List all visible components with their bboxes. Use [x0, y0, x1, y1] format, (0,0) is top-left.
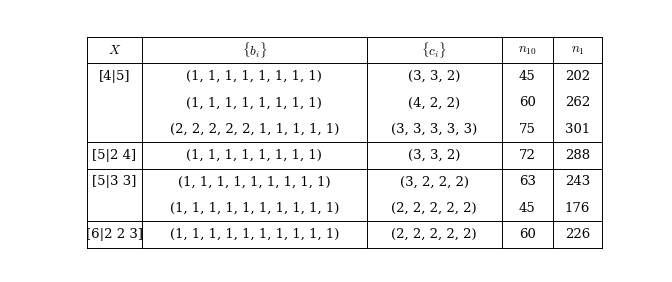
Text: 243: 243: [565, 175, 590, 188]
Text: 226: 226: [565, 228, 590, 241]
Text: $n_{10}$: $n_{10}$: [518, 44, 536, 57]
Text: 60: 60: [519, 228, 536, 241]
Text: (3, 2, 2, 2): (3, 2, 2, 2): [400, 175, 468, 188]
Text: [4|5]: [4|5]: [99, 70, 130, 83]
Text: (3, 3, 2): (3, 3, 2): [408, 70, 460, 83]
Text: 72: 72: [519, 149, 536, 162]
Text: $\{c_i\}$: $\{c_i\}$: [421, 40, 447, 60]
Text: (2, 2, 2, 2, 2): (2, 2, 2, 2, 2): [391, 228, 477, 241]
Text: 45: 45: [519, 70, 536, 83]
Text: [5|3 3]: [5|3 3]: [92, 175, 136, 188]
Text: 63: 63: [519, 175, 536, 188]
Text: $\{b_i\}$: $\{b_i\}$: [242, 40, 267, 60]
Text: 301: 301: [565, 123, 590, 136]
Text: (1, 1, 1, 1, 1, 1, 1, 1, 1, 1): (1, 1, 1, 1, 1, 1, 1, 1, 1, 1): [170, 202, 339, 215]
Text: 288: 288: [565, 149, 590, 162]
Text: 176: 176: [564, 202, 590, 215]
Text: (1, 1, 1, 1, 1, 1, 1, 1, 1): (1, 1, 1, 1, 1, 1, 1, 1, 1): [178, 175, 331, 188]
Text: (1, 1, 1, 1, 1, 1, 1, 1): (1, 1, 1, 1, 1, 1, 1, 1): [187, 149, 323, 162]
Text: 75: 75: [519, 123, 536, 136]
Text: 262: 262: [565, 96, 590, 109]
Text: (1, 1, 1, 1, 1, 1, 1, 1): (1, 1, 1, 1, 1, 1, 1, 1): [187, 70, 323, 83]
Text: (4, 2, 2): (4, 2, 2): [408, 96, 460, 109]
Text: (1, 1, 1, 1, 1, 1, 1, 1, 1, 1): (1, 1, 1, 1, 1, 1, 1, 1, 1, 1): [170, 228, 339, 241]
Text: $X$: $X$: [108, 44, 121, 57]
Text: (3, 3, 3, 3, 3): (3, 3, 3, 3, 3): [391, 123, 477, 136]
Text: 60: 60: [519, 96, 536, 109]
Text: (3, 3, 2): (3, 3, 2): [408, 149, 460, 162]
Text: [5|2 4]: [5|2 4]: [92, 149, 136, 162]
Text: (2, 2, 2, 2, 2): (2, 2, 2, 2, 2): [391, 202, 477, 215]
Text: 202: 202: [565, 70, 590, 83]
Text: (1, 1, 1, 1, 1, 1, 1, 1): (1, 1, 1, 1, 1, 1, 1, 1): [187, 96, 323, 109]
Text: $n_1$: $n_1$: [571, 44, 585, 57]
Text: (2, 2, 2, 2, 2, 1, 1, 1, 1, 1): (2, 2, 2, 2, 2, 1, 1, 1, 1, 1): [170, 123, 339, 136]
Text: 45: 45: [519, 202, 536, 215]
Text: [6|2 2 3]: [6|2 2 3]: [86, 228, 143, 241]
